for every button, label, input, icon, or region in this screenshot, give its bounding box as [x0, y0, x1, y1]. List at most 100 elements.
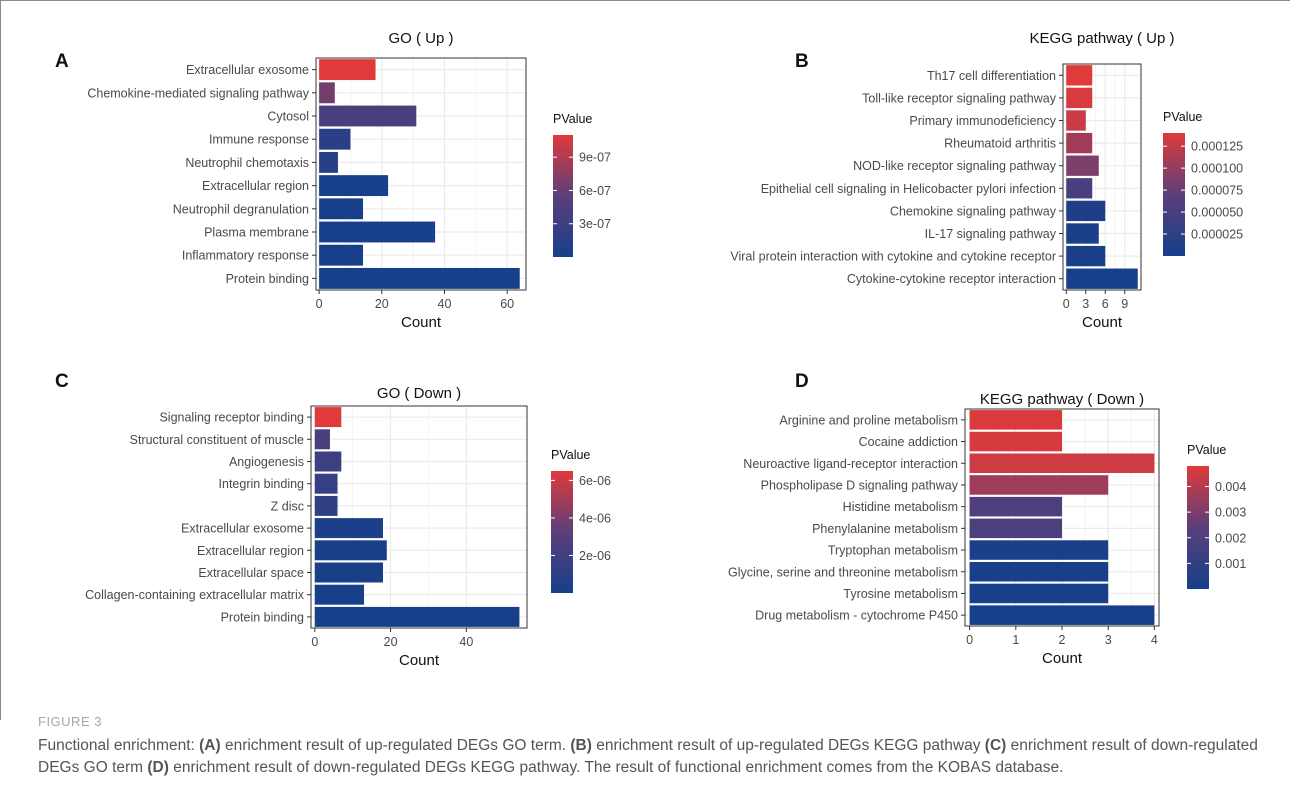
bar-9: [319, 244, 364, 266]
x-tick-label: 40: [459, 635, 473, 649]
category-label: Extracellular region: [202, 179, 309, 193]
x-tick-label: 20: [384, 635, 398, 649]
bar-6: [1066, 178, 1093, 199]
category-label: Structural constituent of muscle: [130, 433, 304, 447]
legend-colorbar: [551, 471, 573, 593]
panel-a: A GO ( Up ) Extracellular exosome Chemokine…: [55, 30, 611, 331]
bar-9: [314, 584, 365, 605]
bar-8: [969, 561, 1109, 582]
bar-3: [969, 453, 1155, 474]
category-label: Th17 cell differentiation: [927, 69, 1056, 83]
x-axis-label: Count: [1042, 650, 1083, 667]
bar-6: [314, 518, 383, 539]
bar-1: [969, 410, 1062, 430]
bar-7: [969, 540, 1109, 560]
bar-1: [319, 59, 376, 81]
bar-4: [314, 473, 338, 494]
x-axis-label: Count: [1082, 314, 1123, 331]
bar-5: [969, 496, 1062, 517]
legend-tick-label: 0.000125: [1191, 140, 1243, 154]
figure-panels: A GO ( Up ) Extracellular exosome Chemokine…: [55, 30, 1246, 669]
bar-10: [1066, 268, 1138, 289]
panel-title: KEGG pathway ( Down ): [980, 391, 1144, 408]
category-label: Extracellular exosome: [181, 522, 304, 536]
top-rule: [0, 0, 1290, 1]
category-label: Cytokine-cytokine receptor interaction: [847, 272, 1056, 286]
bar-10: [319, 267, 520, 289]
bar-10: [314, 606, 520, 627]
category-label: Tyrosine metabolism: [843, 587, 958, 601]
legend-tick-label: 0.004: [1215, 480, 1246, 494]
legend-tick-label: 2e-06: [579, 549, 611, 563]
category-label: Inflammatory response: [182, 249, 309, 263]
legend-colorbar: [553, 135, 573, 257]
legend-title: PValue: [1187, 443, 1226, 457]
bar-9: [1066, 245, 1106, 267]
bar-4: [1066, 132, 1093, 154]
category-label: Viral protein interaction with cytokine …: [730, 250, 1056, 264]
plot-border: [315, 57, 527, 291]
x-tick-label: 0: [1063, 297, 1070, 311]
legend-tick-label: 3e-07: [579, 217, 611, 231]
category-label: Protein binding: [221, 610, 304, 624]
category-label: Rheumatoid arthritis: [944, 137, 1056, 151]
x-tick-label: 9: [1121, 297, 1128, 311]
legend-title: PValue: [553, 112, 592, 126]
legend-tick-label: 0.000100: [1191, 162, 1243, 176]
bar-8: [314, 562, 383, 583]
caption-text: enrichment result of down-regulated DEGs…: [168, 759, 1064, 776]
figure-label: FIGURE 3: [38, 714, 102, 729]
category-label: Tryptophan metabolism: [828, 544, 958, 558]
category-label: Toll-like receptor signaling pathway: [862, 91, 1057, 105]
legend-title: PValue: [1163, 110, 1202, 124]
category-label: Plasma membrane: [204, 226, 309, 240]
x-axis-label: Count: [401, 314, 442, 331]
panel-title: GO ( Down ): [377, 385, 461, 402]
figure-caption: Functional enrichment: (A) enrichment re…: [38, 735, 1268, 779]
x-tick-label: 3: [1082, 297, 1089, 311]
bar-4: [969, 475, 1109, 495]
bar-1: [314, 407, 342, 428]
bar-6: [969, 518, 1062, 539]
bar-1: [1066, 65, 1093, 86]
x-tick-label: 0: [966, 633, 973, 647]
category-label: Phenylalanine metabolism: [812, 522, 958, 536]
panel-c: C GO ( Down ) Signaling receptor binding St…: [55, 371, 611, 669]
plot-border: [310, 405, 528, 629]
legend-title: PValue: [551, 448, 590, 462]
x-axis-label: Count: [399, 652, 440, 669]
x-tick-label: 3: [1105, 633, 1112, 647]
x-tick-label: 1: [1012, 633, 1019, 647]
category-label: IL-17 signaling pathway: [925, 227, 1057, 241]
panel-title: GO ( Up ): [388, 30, 453, 47]
panel-letter: D: [795, 371, 809, 392]
bar-5: [1066, 155, 1099, 176]
caption-panel-ref: (A): [199, 737, 221, 754]
panel-title: KEGG pathway ( Up ): [1029, 30, 1174, 47]
legend-tick-label: 6e-07: [579, 184, 611, 198]
bar-3: [319, 105, 417, 127]
legend-tick-label: 0.000050: [1191, 206, 1243, 220]
category-label: Angiogenesis: [229, 455, 304, 469]
category-label: Epithelial cell signaling in Helicobacte…: [761, 182, 1056, 196]
legend-tick-label: 4e-06: [579, 511, 611, 525]
left-rule: [0, 0, 1, 720]
legend-colorbar: [1163, 133, 1185, 256]
bar-2: [1066, 87, 1093, 109]
category-label: Extracellular region: [197, 544, 304, 558]
x-tick-label: 4: [1151, 633, 1158, 647]
category-label: Neuroactive ligand-receptor interaction: [743, 457, 958, 471]
legend-colorbar: [1187, 466, 1209, 589]
category-label: Signaling receptor binding: [159, 411, 304, 425]
bar-2: [969, 431, 1062, 452]
category-label: Integrin binding: [219, 477, 305, 491]
legend-tick-label: 0.003: [1215, 506, 1246, 520]
category-label: Cocaine addiction: [859, 435, 958, 449]
x-tick-label: 6: [1102, 297, 1109, 311]
panel-d: D KEGG pathway ( Down ) Arginine and proli…: [728, 371, 1246, 667]
bar-10: [969, 605, 1155, 625]
bar-7: [314, 540, 387, 561]
x-tick-label: 0: [311, 635, 318, 649]
caption-text: enrichment result of up-regulated DEGs K…: [591, 737, 985, 754]
category-label: Chemokine signaling pathway: [890, 204, 1057, 218]
